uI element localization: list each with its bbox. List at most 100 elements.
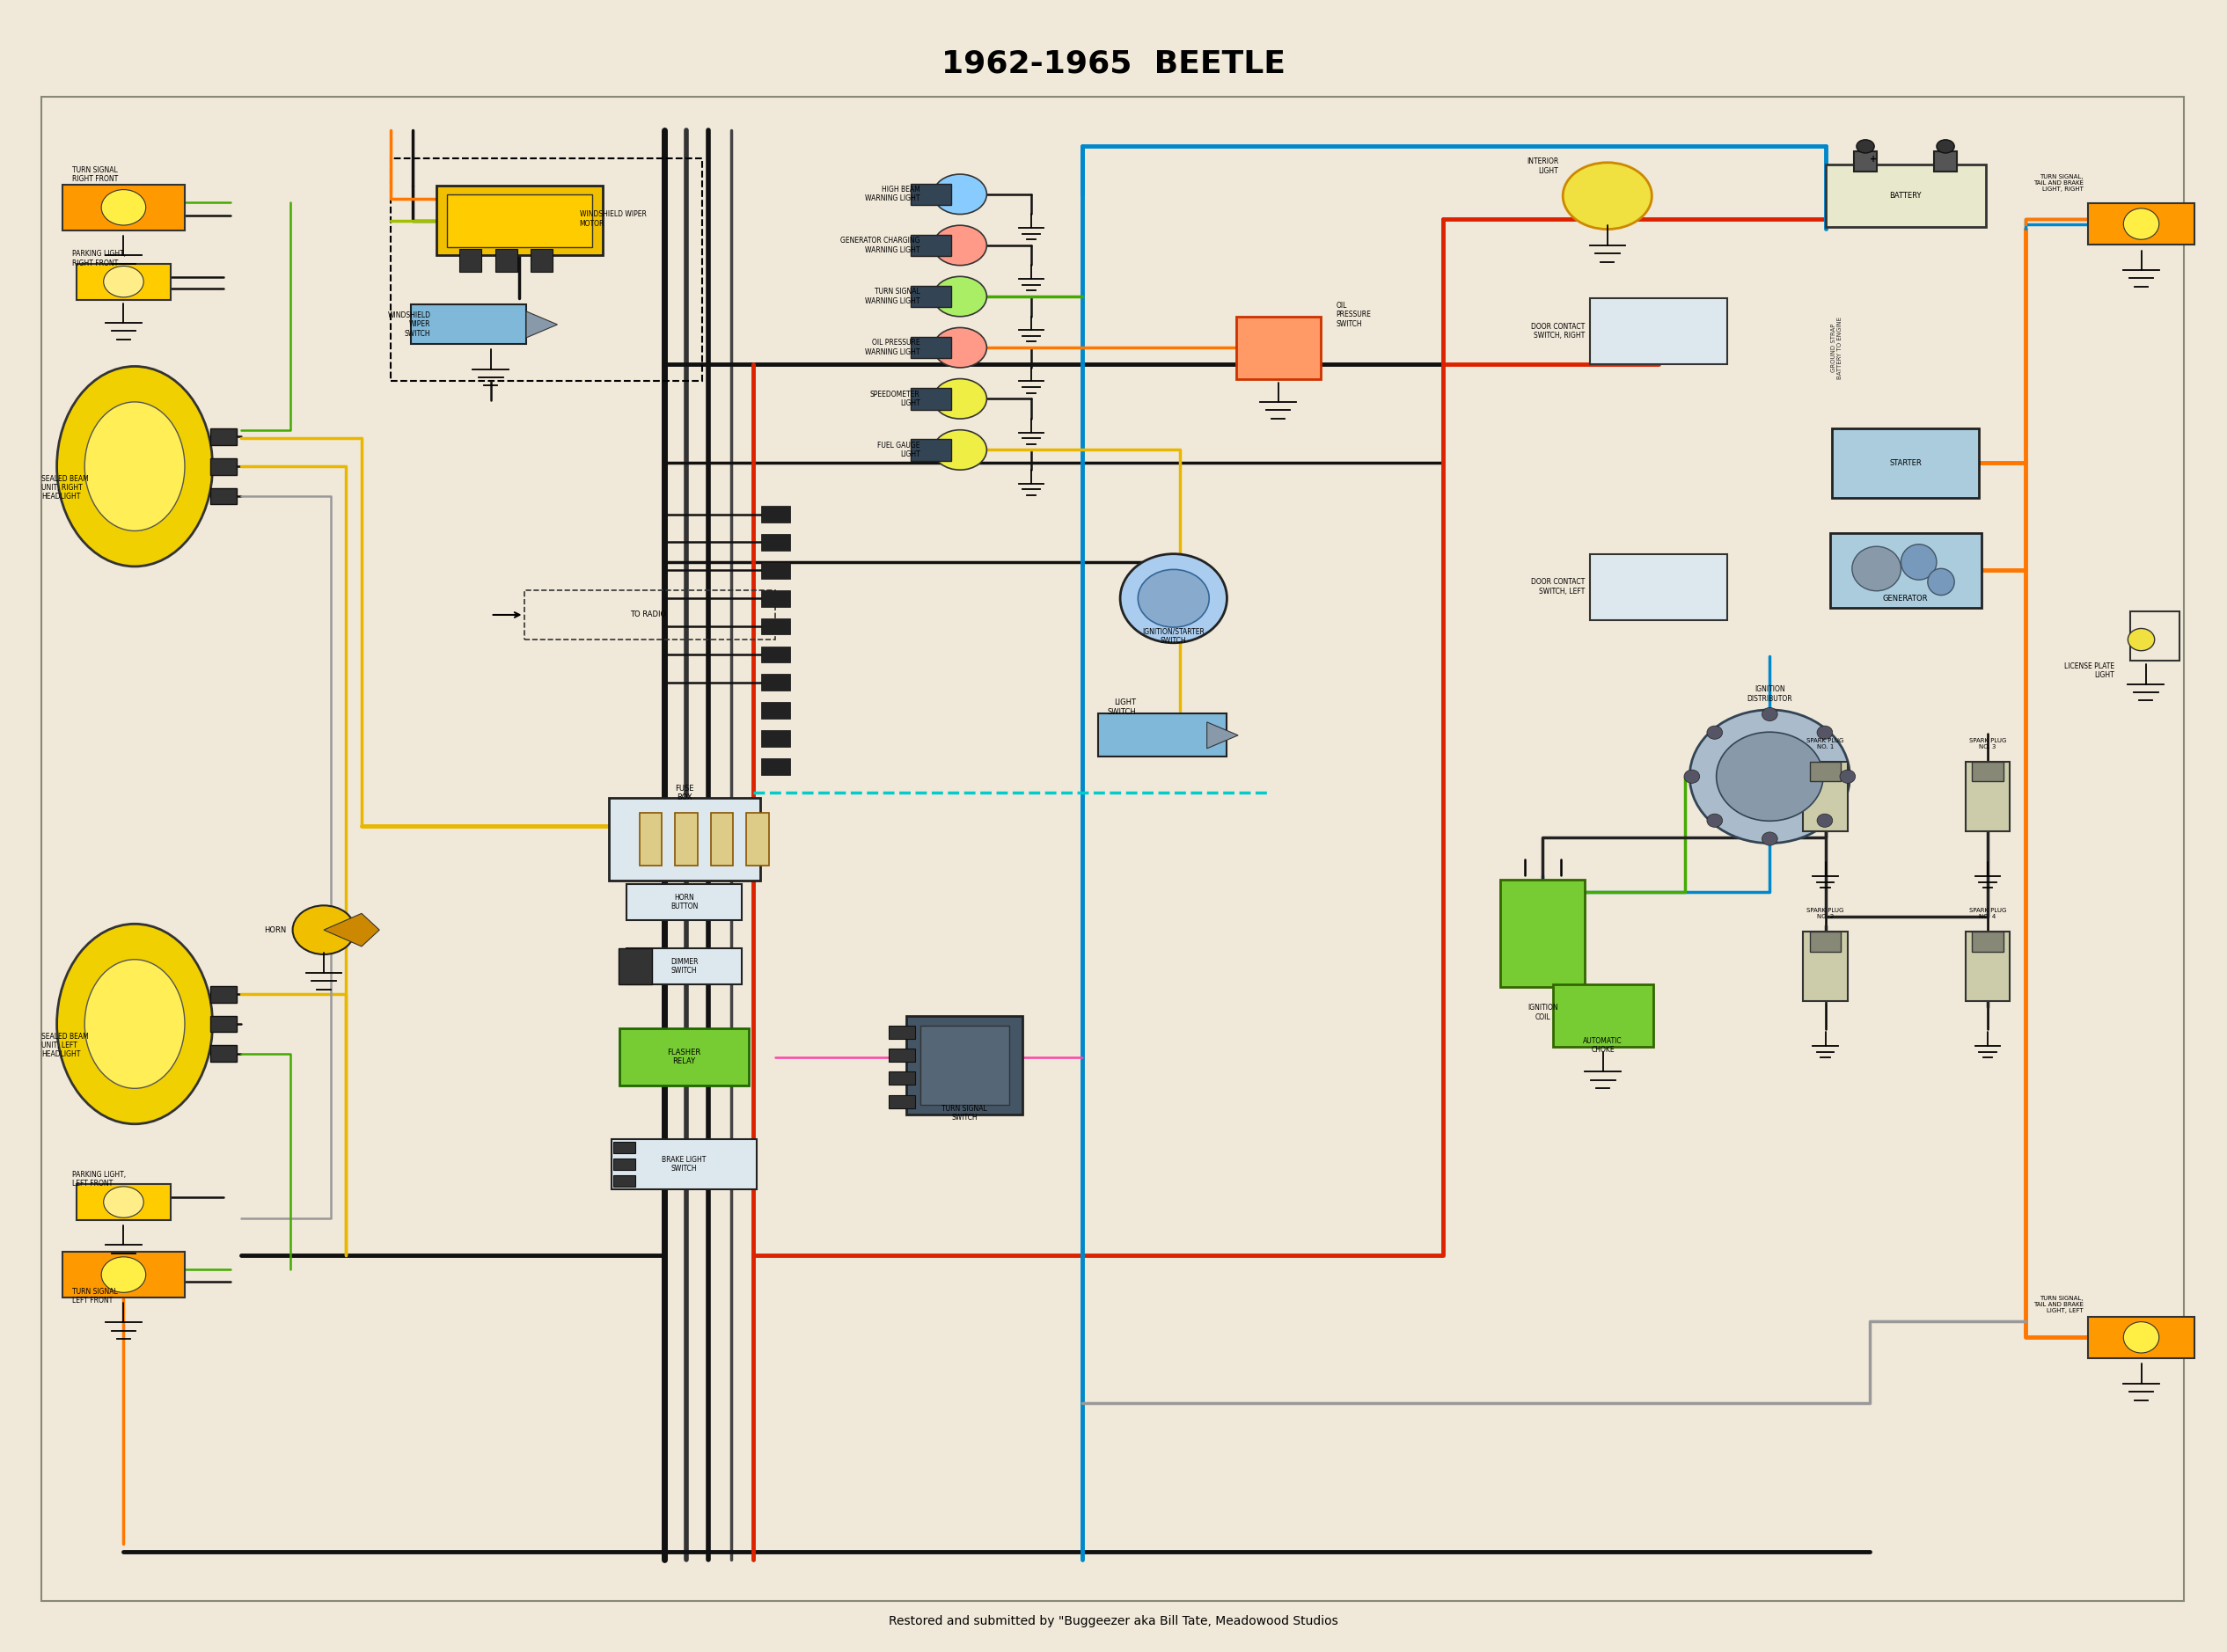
Ellipse shape: [933, 378, 987, 418]
Bar: [209, 1046, 236, 1062]
Text: FUEL GAUGE
LIGHT: FUEL GAUGE LIGHT: [877, 441, 920, 459]
Text: SPARK PLUG
NO. 3: SPARK PLUG NO. 3: [1969, 738, 2007, 750]
Bar: [911, 183, 951, 205]
Bar: [530, 249, 552, 271]
Bar: [889, 1072, 915, 1085]
Bar: [1966, 932, 2011, 1001]
Bar: [762, 534, 791, 550]
Bar: [762, 618, 791, 634]
Bar: [619, 948, 653, 985]
Bar: [911, 235, 951, 256]
Bar: [746, 813, 768, 866]
Bar: [889, 1049, 915, 1062]
Bar: [209, 1016, 236, 1032]
Text: GROUND STRAP
BATTERY TO ENGINE: GROUND STRAP BATTERY TO ENGINE: [1831, 317, 1842, 378]
Bar: [639, 813, 661, 866]
Bar: [612, 1140, 757, 1189]
Bar: [448, 195, 592, 248]
Bar: [209, 986, 236, 1003]
Ellipse shape: [85, 401, 185, 530]
Text: OIL PRESSURE
WARNING LIGHT: OIL PRESSURE WARNING LIGHT: [864, 339, 920, 357]
Text: OIL
PRESSURE
SWITCH: OIL PRESSURE SWITCH: [1336, 302, 1372, 327]
Bar: [1973, 762, 2004, 781]
Ellipse shape: [100, 190, 145, 225]
Ellipse shape: [102, 1186, 143, 1218]
Text: DOOR CONTACT
SWITCH, RIGHT: DOOR CONTACT SWITCH, RIGHT: [1532, 322, 1586, 340]
Bar: [62, 185, 185, 231]
Bar: [710, 813, 733, 866]
Bar: [1831, 534, 1982, 608]
Polygon shape: [323, 914, 379, 947]
Text: LICENSE PLATE
LIGHT: LICENSE PLATE LIGHT: [2064, 662, 2116, 679]
Bar: [523, 590, 775, 639]
Ellipse shape: [1717, 732, 1824, 821]
Bar: [1804, 932, 1848, 1001]
Bar: [1973, 932, 2004, 952]
Ellipse shape: [1706, 725, 1721, 738]
Text: HORN: HORN: [263, 927, 285, 933]
Ellipse shape: [292, 905, 354, 955]
Bar: [762, 758, 791, 775]
Ellipse shape: [933, 225, 987, 266]
Text: LIGHT
SWITCH: LIGHT SWITCH: [1107, 699, 1136, 715]
Text: DIMMER
SWITCH: DIMMER SWITCH: [670, 958, 697, 975]
Ellipse shape: [58, 923, 212, 1123]
Bar: [1855, 152, 1877, 172]
Text: PARKING LIGHT,
RIGHT FRONT: PARKING LIGHT, RIGHT FRONT: [73, 249, 127, 268]
Text: TURN SIGNAL
SWITCH: TURN SIGNAL SWITCH: [942, 1105, 987, 1122]
Ellipse shape: [933, 430, 987, 469]
Ellipse shape: [1817, 814, 1833, 828]
Bar: [619, 1028, 748, 1085]
Text: IGNITION
DISTRIBUTOR: IGNITION DISTRIBUTOR: [1746, 686, 1793, 702]
Text: INTERIOR
LIGHT: INTERIOR LIGHT: [1525, 157, 1559, 175]
Bar: [390, 159, 702, 380]
Bar: [1935, 152, 1958, 172]
Bar: [1811, 932, 1842, 952]
Bar: [911, 388, 951, 410]
Text: TURN SIGNAL
WARNING LIGHT: TURN SIGNAL WARNING LIGHT: [864, 287, 920, 306]
Bar: [78, 264, 169, 299]
Text: TO RADIO: TO RADIO: [630, 611, 666, 620]
Bar: [762, 506, 791, 522]
Bar: [762, 730, 791, 747]
Text: 1962-1965  BEETLE: 1962-1965 BEETLE: [942, 50, 1285, 79]
Text: TURN SIGNAL,
TAIL AND BRAKE
LIGHT, RIGHT: TURN SIGNAL, TAIL AND BRAKE LIGHT, RIGHT: [2033, 173, 2084, 192]
Ellipse shape: [1690, 710, 1851, 843]
Ellipse shape: [1817, 725, 1833, 738]
Text: Restored and submitted by "Buggeezer aka Bill Tate, Meadowood Studios: Restored and submitted by "Buggeezer aka…: [889, 1616, 1338, 1627]
Text: BRAKE LIGHT
SWITCH: BRAKE LIGHT SWITCH: [661, 1156, 706, 1173]
Ellipse shape: [1937, 140, 1955, 154]
Text: IGNITION/STARTER
SWITCH: IGNITION/STARTER SWITCH: [1142, 628, 1205, 644]
Bar: [675, 813, 697, 866]
Ellipse shape: [1840, 770, 1855, 783]
Ellipse shape: [1120, 553, 1227, 643]
Bar: [2089, 1317, 2194, 1358]
Bar: [906, 1016, 1022, 1115]
Bar: [762, 590, 791, 606]
Bar: [459, 249, 481, 271]
Text: GENERATOR: GENERATOR: [1882, 595, 1929, 603]
Text: PARKING LIGHT,
LEFT FRONT: PARKING LIGHT, LEFT FRONT: [73, 1171, 127, 1188]
Ellipse shape: [2125, 208, 2158, 240]
Bar: [1590, 553, 1728, 620]
Bar: [78, 1184, 169, 1221]
Bar: [2089, 203, 2194, 244]
Bar: [911, 286, 951, 307]
Bar: [762, 674, 791, 691]
Text: FUSE
BOX: FUSE BOX: [675, 785, 693, 801]
Bar: [626, 948, 742, 985]
Ellipse shape: [1902, 544, 1937, 580]
Bar: [1811, 762, 1842, 781]
Bar: [209, 458, 236, 474]
Ellipse shape: [85, 960, 185, 1089]
Text: FLASHER
RELAY: FLASHER RELAY: [668, 1049, 702, 1066]
Text: SEALED BEAM
UNIT, LEFT
HEADLIGHT: SEALED BEAM UNIT, LEFT HEADLIGHT: [42, 1032, 89, 1059]
Bar: [1833, 428, 1980, 497]
Ellipse shape: [1762, 707, 1777, 720]
Bar: [762, 562, 791, 578]
Bar: [1501, 879, 1586, 986]
Polygon shape: [526, 311, 557, 337]
Bar: [209, 428, 236, 444]
Text: SPARK PLUG
NO. 2: SPARK PLUG NO. 2: [1806, 907, 1844, 919]
Bar: [889, 1026, 915, 1039]
